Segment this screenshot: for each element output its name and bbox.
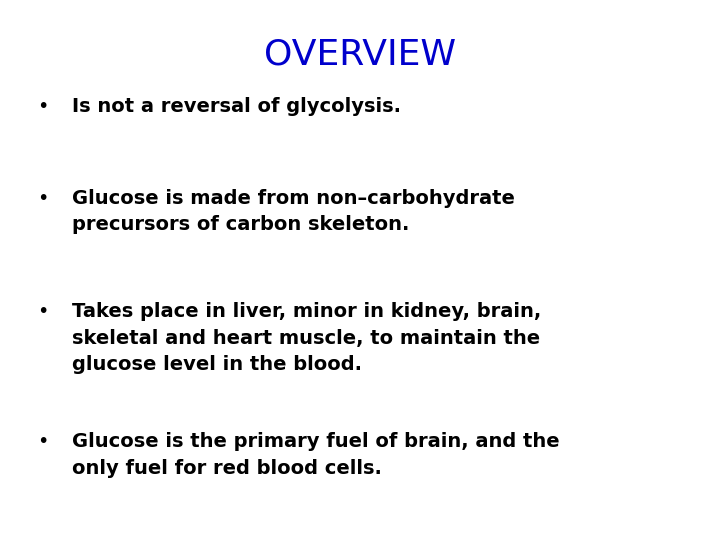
Text: •: • (37, 189, 49, 208)
Text: Takes place in liver, minor in kidney, brain,
skeletal and heart muscle, to main: Takes place in liver, minor in kidney, b… (72, 302, 541, 374)
Text: Is not a reversal of glycolysis.: Is not a reversal of glycolysis. (72, 97, 401, 116)
Text: Glucose is made from non–carbohydrate
precursors of carbon skeleton.: Glucose is made from non–carbohydrate pr… (72, 189, 515, 234)
Text: Glucose is the primary fuel of brain, and the
only fuel for red blood cells.: Glucose is the primary fuel of brain, an… (72, 432, 559, 477)
Text: •: • (37, 97, 49, 116)
Text: •: • (37, 432, 49, 451)
Text: OVERVIEW: OVERVIEW (264, 38, 456, 72)
Text: •: • (37, 302, 49, 321)
